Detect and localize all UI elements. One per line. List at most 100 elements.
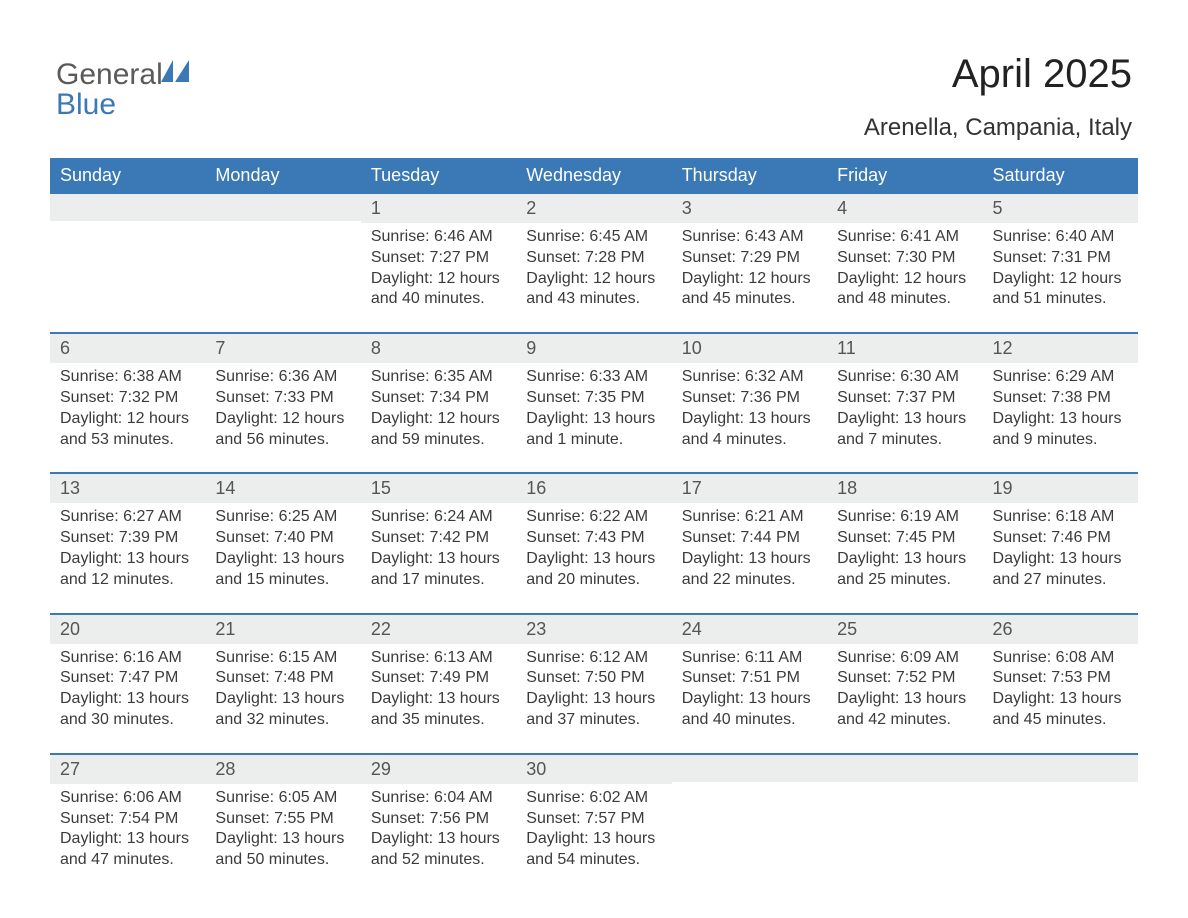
sunset-text: Sunset: 7:57 PM	[526, 810, 644, 827]
day-body: Sunrise: 6:35 AMSunset: 7:34 PMDaylight:…	[361, 363, 516, 450]
calendar-day: 10Sunrise: 6:32 AMSunset: 7:36 PMDayligh…	[672, 334, 827, 472]
page-title: April 2025	[952, 52, 1132, 97]
day-body: Sunrise: 6:13 AMSunset: 7:49 PMDaylight:…	[361, 644, 516, 731]
sunset-text: Sunset: 7:56 PM	[371, 810, 489, 827]
day-number: 2	[516, 194, 671, 223]
daylight-text: Daylight: 13 hours and 47 minutes.	[60, 830, 189, 868]
day-body: Sunrise: 6:11 AMSunset: 7:51 PMDaylight:…	[672, 644, 827, 731]
calendar-day: 22Sunrise: 6:13 AMSunset: 7:49 PMDayligh…	[361, 615, 516, 753]
sunrise-text: Sunrise: 6:46 AM	[371, 228, 493, 245]
day-body: Sunrise: 6:21 AMSunset: 7:44 PMDaylight:…	[672, 503, 827, 590]
calendar-day: 29Sunrise: 6:04 AMSunset: 7:56 PMDayligh…	[361, 755, 516, 893]
day-body: Sunrise: 6:32 AMSunset: 7:36 PMDaylight:…	[672, 363, 827, 450]
calendar: SundayMondayTuesdayWednesdayThursdayFrid…	[50, 158, 1138, 893]
calendar-day: 13Sunrise: 6:27 AMSunset: 7:39 PMDayligh…	[50, 474, 205, 612]
day-number	[827, 755, 982, 782]
calendar-day: 24Sunrise: 6:11 AMSunset: 7:51 PMDayligh…	[672, 615, 827, 753]
day-number	[983, 755, 1138, 782]
sunrise-text: Sunrise: 6:33 AM	[526, 368, 648, 385]
day-body: Sunrise: 6:15 AMSunset: 7:48 PMDaylight:…	[205, 644, 360, 731]
day-header: Friday	[827, 158, 982, 194]
day-body: Sunrise: 6:12 AMSunset: 7:50 PMDaylight:…	[516, 644, 671, 731]
sunset-text: Sunset: 7:34 PM	[371, 389, 489, 406]
daylight-text: Daylight: 13 hours and 17 minutes.	[371, 550, 500, 588]
daylight-text: Daylight: 12 hours and 43 minutes.	[526, 270, 655, 308]
day-body: Sunrise: 6:04 AMSunset: 7:56 PMDaylight:…	[361, 784, 516, 871]
daylight-text: Daylight: 13 hours and 30 minutes.	[60, 690, 189, 728]
calendar-weeks: 1Sunrise: 6:46 AMSunset: 7:27 PMDaylight…	[50, 194, 1138, 893]
day-body: Sunrise: 6:41 AM Sunset: 7:30 PM Daylight:…	[827, 223, 982, 310]
page-subtitle: Arenella, Campania, Italy	[864, 114, 1132, 142]
day-number: 25	[827, 615, 982, 644]
page: General Blue April 2025 Arenella, Campan…	[0, 0, 1188, 918]
calendar-week: 1Sunrise: 6:46 AMSunset: 7:27 PMDaylight…	[50, 194, 1138, 332]
daylight-text: Daylight: 12 hours and 59 minutes.	[371, 410, 500, 448]
day-body: Sunrise: 6:40 AMSunset: 7:31 PMDaylight:…	[983, 223, 1138, 310]
sunset-text: Sunset: 7:31 PM	[993, 249, 1111, 266]
day-body	[672, 782, 827, 786]
day-number: 11	[827, 334, 982, 363]
daylight-text: Daylight: 13 hours and 45 minutes.	[993, 690, 1122, 728]
calendar-day	[827, 755, 982, 893]
day-number: 26	[983, 615, 1138, 644]
calendar-day: 3Sunrise: 6:43 AMSunset: 7:29 PMDaylight…	[672, 194, 827, 332]
sunset-text: Sunset: 7:39 PM	[60, 529, 178, 546]
day-header: Thursday	[672, 158, 827, 194]
sunset-text: Sunset: 7:30 PM	[837, 249, 955, 266]
sunrise-text: Sunrise: 6:05 AM	[215, 789, 337, 806]
daylight-text: Daylight: 13 hours and 1 minute.	[526, 410, 655, 448]
daylight-text: Daylight: 13 hours and 20 minutes.	[526, 550, 655, 588]
sunrise-text: Sunrise: 6:18 AM	[993, 508, 1115, 525]
calendar-day: 16Sunrise: 6:22 AMSunset: 7:43 PMDayligh…	[516, 474, 671, 612]
sunset-text: Sunset: 7:49 PM	[371, 669, 489, 686]
sunrise-text: Sunrise: 6:04 AM	[371, 789, 493, 806]
day-body: Sunrise: 6:05 AMSunset: 7:55 PMDaylight:…	[205, 784, 360, 871]
calendar-day: 27Sunrise: 6:06 AMSunset: 7:54 PMDayligh…	[50, 755, 205, 893]
calendar-day	[983, 755, 1138, 893]
daylight-text: Daylight: 12 hours and 56 minutes.	[215, 410, 344, 448]
day-body	[827, 782, 982, 786]
day-number: 14	[205, 474, 360, 503]
sunset-text: Sunset: 7:32 PM	[60, 389, 178, 406]
brand-line1: General	[56, 58, 163, 91]
sunrise-text: Sunrise: 6:11 AM	[682, 649, 803, 666]
day-number: 1	[361, 194, 516, 223]
sunrise-text: Sunrise: 6:13 AM	[371, 649, 493, 666]
day-body: Sunrise: 6:25 AMSunset: 7:40 PMDaylight:…	[205, 503, 360, 590]
day-body: Sunrise: 6:19 AMSunset: 7:45 PMDaylight:…	[827, 503, 982, 590]
calendar-day: 12Sunrise: 6:29 AMSunset: 7:38 PMDayligh…	[983, 334, 1138, 472]
daylight-text: Daylight: 13 hours and 40 minutes.	[682, 690, 811, 728]
calendar-day	[50, 194, 205, 332]
sunset-text: Sunset: 7:42 PM	[371, 529, 489, 546]
brand-line2: Blue	[56, 88, 116, 121]
day-body: Sunrise: 6:08 AMSunset: 7:53 PMDaylight:…	[983, 644, 1138, 731]
sunset-text: Sunset: 7:53 PM	[993, 669, 1111, 686]
sunset-text: Sunset: 7:48 PM	[215, 669, 333, 686]
day-body: Sunrise: 6:06 AMSunset: 7:54 PMDaylight:…	[50, 784, 205, 871]
calendar-week: 20Sunrise: 6:16 AMSunset: 7:47 PMDayligh…	[50, 613, 1138, 753]
day-number: 16	[516, 474, 671, 503]
brand-logo: General Blue	[56, 60, 195, 120]
sunrise-text: Sunrise: 6:29 AM	[993, 368, 1115, 385]
day-body: Sunrise: 6:27 AMSunset: 7:39 PMDaylight:…	[50, 503, 205, 590]
daylight-text: Daylight: 13 hours and 54 minutes.	[526, 830, 655, 868]
day-header: Tuesday	[361, 158, 516, 194]
calendar-day: 18Sunrise: 6:19 AMSunset: 7:45 PMDayligh…	[827, 474, 982, 612]
day-number: 19	[983, 474, 1138, 503]
calendar-day: 20Sunrise: 6:16 AMSunset: 7:47 PMDayligh…	[50, 615, 205, 753]
daylight-text: Daylight: 13 hours and 4 minutes.	[682, 410, 811, 448]
day-number: 22	[361, 615, 516, 644]
day-number: 15	[361, 474, 516, 503]
calendar-day: 14Sunrise: 6:25 AMSunset: 7:40 PMDayligh…	[205, 474, 360, 612]
sunrise-text: Sunrise: 6:41 AM	[837, 228, 959, 245]
day-number: 29	[361, 755, 516, 784]
day-number: 3	[672, 194, 827, 223]
day-number: 23	[516, 615, 671, 644]
daylight-text: Daylight: 13 hours and 42 minutes.	[837, 690, 966, 728]
day-number: 28	[205, 755, 360, 784]
day-number: 10	[672, 334, 827, 363]
sunset-text: Sunset: 7:38 PM	[993, 389, 1111, 406]
calendar-day: 30Sunrise: 6:02 AMSunset: 7:57 PMDayligh…	[516, 755, 671, 893]
daylight-text: Daylight: 12 hours and 48 minutes.	[837, 270, 966, 308]
calendar-header-row: SundayMondayTuesdayWednesdayThursdayFrid…	[50, 158, 1138, 194]
